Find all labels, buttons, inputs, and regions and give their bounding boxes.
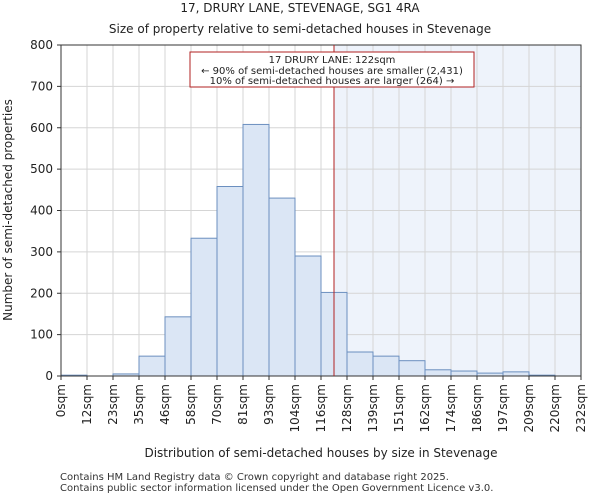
x-tick-label: 116sqm [314, 384, 328, 432]
y-tick-label: 600 [30, 121, 53, 135]
x-tick-label: 46sqm [158, 384, 172, 425]
x-tick-label: 81sqm [236, 384, 250, 425]
x-tick-label: 232sqm [574, 384, 588, 432]
footer-line-1: Contains HM Land Registry data © Crown c… [60, 472, 449, 483]
footer: Contains HM Land Registry data © Crown c… [60, 472, 493, 494]
histogram-bar [138, 355, 166, 377]
y-tick-label: 0 [45, 369, 53, 383]
y-tick-label: 500 [30, 162, 53, 176]
x-tick-label: 12sqm [80, 384, 94, 425]
histogram-bar [190, 237, 218, 377]
x-tick-label: 0sqm [54, 384, 68, 417]
x-tick-label: 104sqm [288, 384, 302, 432]
y-tick-label: 700 [30, 79, 53, 93]
histogram-bar [294, 255, 322, 377]
x-tick-label: 209sqm [522, 384, 536, 432]
x-tick-label: 93sqm [262, 384, 276, 425]
histogram-bar [502, 371, 530, 377]
x-tick-label: 186sqm [470, 384, 484, 432]
x-tick-label: 174sqm [444, 384, 458, 432]
histogram-bar [450, 370, 478, 377]
annotation-line-3: 10% of semi-detached houses are larger (… [210, 76, 455, 87]
y-tick-label: 100 [30, 328, 53, 342]
x-tick-label: 23sqm [106, 384, 120, 425]
histogram-bar [346, 351, 374, 377]
y-tick-label: 300 [30, 245, 53, 259]
x-tick-label: 128sqm [340, 384, 354, 432]
histogram-bar [164, 316, 192, 377]
annotation-box [189, 51, 475, 88]
x-tick-label: 58sqm [184, 384, 198, 425]
x-tick-label: 197sqm [496, 384, 510, 432]
histogram-bar [424, 369, 452, 377]
annotation-line-2: ← 90% of semi-detached houses are smalle… [201, 66, 463, 77]
x-tick-label: 162sqm [418, 384, 432, 432]
y-tick-label: 200 [30, 286, 53, 300]
y-tick-label: 400 [30, 204, 53, 218]
histogram-bar [372, 355, 400, 377]
x-axis-label: Distribution of semi-detached houses by … [144, 446, 497, 460]
y-axis-label: Number of semi-detached properties [1, 99, 15, 321]
histogram-bar [242, 123, 270, 377]
chart-subtitle: Size of property relative to semi-detach… [109, 22, 491, 36]
histogram-bar [398, 360, 426, 377]
x-tick-label: 35sqm [132, 384, 146, 425]
histogram-chart: 17, DRURY LANE, STEVENAGE, SG1 4RA Size … [1, 1, 588, 460]
chart-title: 17, DRURY LANE, STEVENAGE, SG1 4RA [180, 1, 420, 15]
x-tick-label: 220sqm [548, 384, 562, 432]
histogram-bar [268, 197, 296, 377]
y-tick-label: 800 [30, 38, 53, 52]
histogram-bar [216, 186, 244, 377]
annotation-line-1: 17 DRURY LANE: 122sqm [269, 55, 396, 66]
plot-area: 0 100 200 300 400 500 600 700 800 0sqm 12sqm 23sqm 3… [30, 38, 588, 432]
x-tick-label: 151sqm [392, 384, 406, 432]
x-tick-label: 139sqm [366, 384, 380, 432]
footer-line-2: Contains public sector information licen… [60, 483, 494, 494]
x-tick-label: 70sqm [210, 384, 224, 425]
